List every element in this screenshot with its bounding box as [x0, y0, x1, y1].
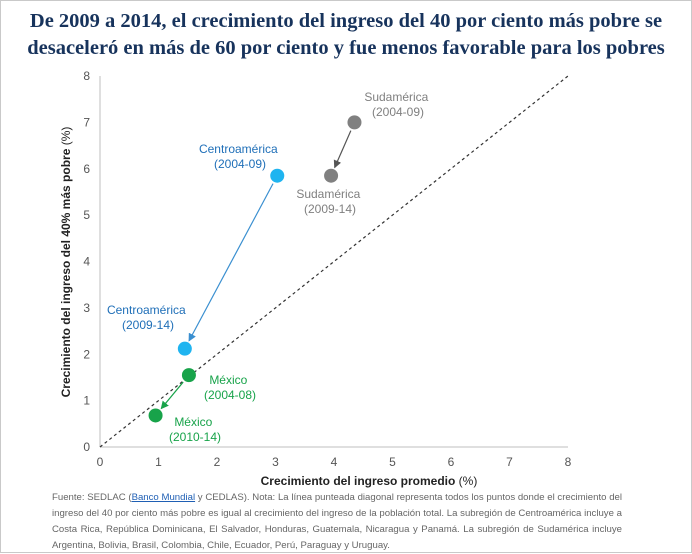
x-axis-title-unit: (%) — [455, 474, 477, 488]
y-tick-label: 6 — [83, 162, 90, 176]
y-tick-label: 2 — [83, 347, 90, 361]
x-tick-label: 4 — [331, 455, 338, 469]
x-tick-label: 2 — [214, 455, 221, 469]
footnote: Fuente: SEDLAC (Banco Mundial y CEDLAS).… — [52, 490, 622, 554]
point-sud-0914 — [324, 168, 339, 183]
label-centroamerica-2004-09: Centroamérica (2004-09) — [199, 142, 281, 171]
x-tick-label: 7 — [506, 455, 513, 469]
point-mex-0408 — [181, 368, 196, 383]
y-tick-label: 8 — [83, 69, 90, 83]
y-tick-label: 5 — [83, 208, 90, 222]
x-axis-title-text: Crecimiento del ingreso promedio — [261, 474, 456, 488]
footnote-note: y CEDLAS). Nota: La línea punteada diago… — [52, 492, 623, 551]
y-tick-label: 4 — [83, 255, 90, 269]
axes — [99, 76, 568, 448]
x-tick-label: 8 — [565, 455, 572, 469]
x-tick-labels: 0 1 2 3 4 5 6 7 8 — [97, 455, 572, 469]
data-points — [148, 115, 362, 423]
x-tick-label: 6 — [448, 455, 455, 469]
arrow-mex-0408-to-mex-1014 — [160, 381, 184, 410]
point-mex-1014 — [148, 408, 163, 423]
chart-title-line-1: De 2009 a 2014, el crecimiento del ingre… — [29, 10, 663, 32]
arrow-sud-0409-to-sud-0914 — [333, 130, 352, 169]
reference-diagonal-line — [99, 75, 569, 448]
x-tick-label: 3 — [272, 455, 279, 469]
point-sud-0409 — [347, 115, 362, 130]
y-tick-label: 0 — [83, 440, 90, 454]
y-tick-label: 3 — [83, 301, 90, 315]
arrows — [160, 130, 352, 410]
x-tick-label: 5 — [389, 455, 396, 469]
label-sudamerica-2009-14: Sudamérica (2009-14) — [296, 187, 363, 216]
point-cen-0914 — [177, 341, 192, 356]
y-tick-label: 1 — [83, 394, 90, 408]
chart-title: De 2009 a 2014, el crecimiento del ingre… — [0, 8, 692, 62]
y-tick-labels: 0 1 2 3 4 5 6 7 8 — [83, 69, 90, 454]
y-axis-title-unit: (%) — [59, 127, 73, 149]
footnote-source: Fuente: SEDLAC ( — [52, 492, 132, 503]
y-axis-title: Crecimiento del ingreso del 40% más pobr… — [59, 127, 73, 398]
banco-mundial-link[interactable]: Banco Mundial — [131, 492, 196, 503]
x-tick-label: 1 — [155, 455, 162, 469]
y-tick-label: 7 — [83, 115, 90, 129]
label-mexico-2010-14: México (2010-14) — [169, 415, 221, 444]
chart-title-line-2: desaceleró en más de 60 por ciento y fue… — [27, 37, 665, 59]
x-tick-label: 0 — [97, 455, 104, 469]
arrow-cen-0409-to-cen-0914 — [188, 183, 274, 342]
label-mexico-2004-08: México (2004-08) — [204, 373, 256, 402]
x-axis-title: Crecimiento del ingreso promedio (%) — [261, 474, 478, 488]
label-centroamerica-2009-14: Centroamérica (2009-14) — [107, 303, 189, 332]
point-cen-0409 — [270, 168, 285, 183]
label-sudamerica-2004-09: Sudamérica (2004-09) — [364, 90, 431, 119]
y-axis-title-text: Crecimiento del ingreso del 40% más pobr… — [59, 148, 73, 397]
